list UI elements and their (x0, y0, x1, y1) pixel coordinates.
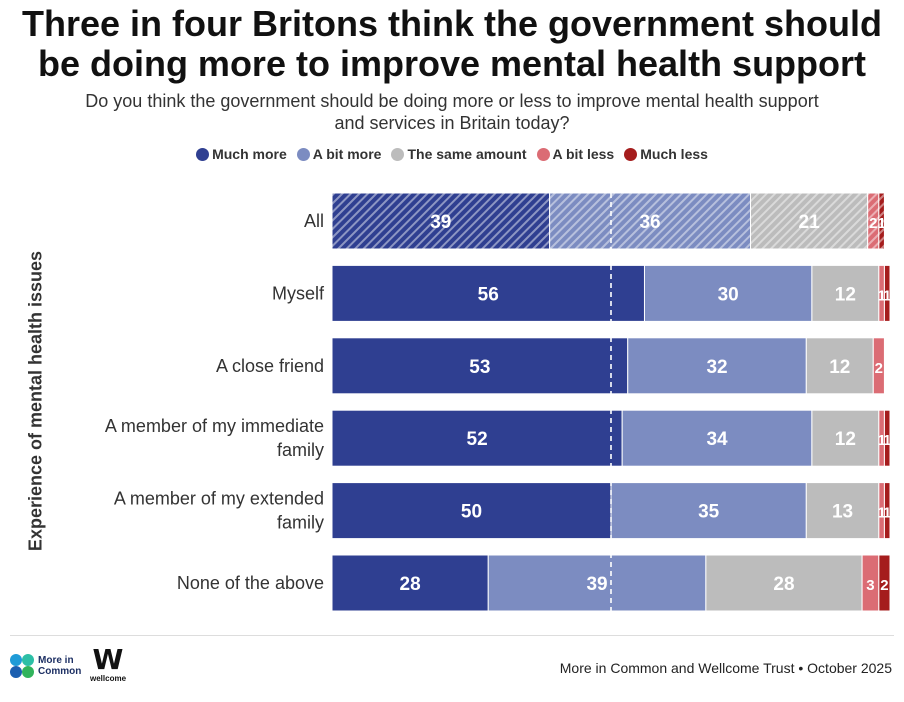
value-label-all-the-same-amount: 21 (799, 212, 821, 233)
chart-subtitle: Do you think the government should be do… (0, 90, 904, 134)
more-in-common-wordmark: More in Common (38, 655, 81, 677)
value-label-myself-a-bit-less: 1 (877, 287, 885, 304)
bar-a-member-of-my-extended-family-much-less (883, 482, 891, 540)
wellcome-w-icon: W (92, 643, 124, 676)
bar-hatch-all-a-bit-more (549, 193, 751, 249)
bar-hatch-all-a-bit-less (867, 193, 879, 249)
legend-item-same-amount: The same amount (391, 146, 527, 162)
more-in-common-mark-icon (10, 654, 34, 678)
value-label-a-member-of-my-immediate-family-a-bit-less: 1 (877, 432, 885, 449)
legend-item-a-bit-less: A bit less (536, 146, 615, 162)
legend-label: The same amount (407, 146, 527, 162)
legend-label: Much more (212, 146, 287, 162)
value-label-a-member-of-my-extended-family-a-bit-more: 35 (698, 502, 720, 523)
wellcome-logo: W wellcome (90, 643, 127, 684)
value-label-a-member-of-my-immediate-family-the-same-amount: 12 (835, 429, 856, 450)
value-label-none-of-the-above-the-same-amount: 28 (773, 574, 794, 595)
bar-a-member-of-my-extended-family-the-same-amount (805, 482, 880, 540)
value-label-a-close-friend-the-same-amount: 12 (829, 357, 850, 378)
logo-text-line-2: Common (38, 666, 82, 677)
subtitle-line-1: Do you think the government should be do… (85, 91, 819, 111)
bar-hatch-all-the-same-amount (750, 193, 868, 249)
more-in-common-logo: More in Common (10, 654, 81, 678)
title-line-1: Three in four Britons think the governme… (21, 3, 883, 44)
subtitle-line-2: and services in Britain today? (334, 113, 570, 133)
value-label-a-member-of-my-immediate-family-much-less: 1 (883, 432, 891, 449)
category-label-myself: Myself (272, 283, 325, 303)
bar-none-of-the-above-much-less (878, 554, 891, 612)
value-label-a-member-of-my-immediate-family-a-bit-more: 34 (706, 429, 728, 450)
bar-none-of-the-above-the-same-amount (705, 554, 863, 612)
value-label-myself-much-more: 56 (478, 284, 499, 305)
value-label-a-member-of-my-immediate-family-much-more: 52 (467, 429, 488, 450)
bar-a-member-of-my-extended-family-a-bit-more (610, 482, 807, 540)
legend-swatch (196, 147, 210, 161)
bar-hatch-all-much-more (332, 193, 550, 249)
footer-divider (10, 635, 894, 636)
value-label-all-a-bit-less: 2 (869, 215, 877, 232)
bar-a-member-of-my-immediate-family-a-bit-more (621, 409, 813, 467)
bar-a-close-friend-a-bit-more (627, 337, 807, 395)
category-label-a-close-friend: A close friend (216, 356, 324, 376)
bar-myself-much-more (331, 264, 645, 322)
value-label-all-a-bit-more: 36 (639, 212, 660, 233)
value-label-a-member-of-my-extended-family-the-same-amount: 13 (832, 502, 853, 523)
chart-title: Three in four Britons think the governme… (0, 4, 904, 84)
value-label-all-much-less: 1 (877, 215, 885, 232)
value-label-none-of-the-above-a-bit-less: 3 (866, 577, 874, 594)
value-label-myself-much-less: 1 (883, 287, 891, 304)
legend-item-a-bit-more: A bit more (296, 146, 382, 162)
legend-item-much-more: Much more (196, 146, 287, 162)
bar-a-member-of-my-extended-family-much-more (331, 482, 612, 540)
value-label-a-close-friend-a-bit-more: 32 (706, 357, 727, 378)
bar-myself-a-bit-more (643, 264, 813, 322)
category-label-a-member-of-my-immediate-family: A member of my immediate family (105, 416, 324, 460)
bar-a-member-of-my-immediate-family-much-more (331, 409, 623, 467)
legend-item-much-less: Much less (624, 146, 708, 162)
bar-a-close-friend-much-more (331, 337, 629, 395)
value-label-none-of-the-above-much-less: 2 (880, 577, 888, 594)
legend-label: Much less (640, 146, 708, 162)
value-label-a-member-of-my-extended-family-much-less: 1 (883, 505, 891, 522)
value-label-all-much-more: 39 (430, 212, 451, 233)
logo-text-line-1: More in (38, 655, 74, 666)
legend-swatch (391, 147, 405, 161)
bar-hatch-all-much-less (878, 193, 885, 249)
value-label-a-close-friend-much-more: 53 (469, 357, 490, 378)
legend-swatch (624, 147, 638, 161)
value-label-myself-a-bit-more: 30 (718, 284, 739, 305)
value-label-none-of-the-above-much-more: 28 (400, 574, 421, 595)
category-label-none-of-the-above: None of the above (177, 573, 324, 593)
value-label-a-close-friend-a-bit-less: 2 (875, 360, 883, 377)
value-label-a-member-of-my-extended-family-a-bit-less: 1 (877, 505, 885, 522)
bar-a-close-friend-the-same-amount (805, 337, 874, 395)
bar-myself-much-less (883, 264, 891, 322)
legend-swatch (296, 147, 310, 161)
value-label-none-of-the-above-a-bit-more: 39 (586, 574, 607, 595)
title-line-2: be doing more to improve mental health s… (37, 43, 867, 84)
legend-label: A bit more (312, 146, 382, 162)
chart-legend: Much more A bit more The same amount A b… (0, 146, 904, 162)
bar-a-close-friend-a-bit-less (872, 337, 885, 395)
category-label-a-member-of-my-extended-family: A member of my extended family (114, 489, 324, 533)
legend-swatch (536, 147, 550, 161)
bar-a-member-of-my-immediate-family-much-less (883, 409, 891, 467)
value-label-myself-the-same-amount: 12 (835, 284, 856, 305)
wellcome-wordmark: wellcome (90, 674, 127, 683)
value-label-a-member-of-my-extended-family-much-more: 50 (461, 502, 482, 523)
bar-a-member-of-my-immediate-family-the-same-amount (811, 409, 880, 467)
legend-label: A bit less (552, 146, 615, 162)
source-note: More in Common and Wellcome Trust • Octo… (559, 660, 892, 676)
category-label-all: All (304, 211, 324, 231)
